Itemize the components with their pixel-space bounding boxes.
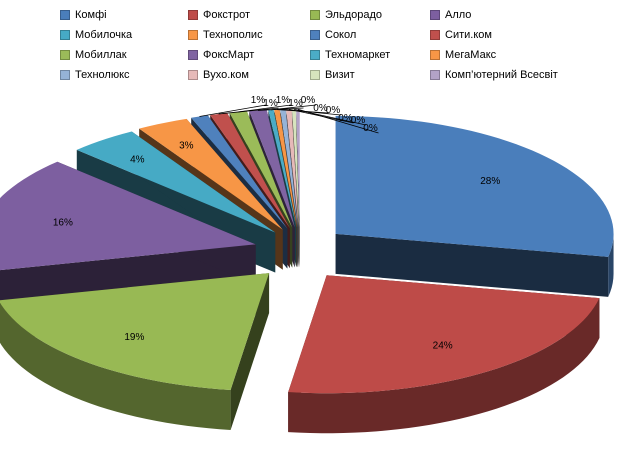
legend-swatch	[310, 10, 320, 21]
data-label: 24%	[433, 340, 453, 351]
leader-line	[218, 107, 279, 115]
legend-label: Техномаркет	[325, 49, 391, 61]
legend-label: Мобилочка	[75, 29, 133, 41]
leader-line	[199, 104, 267, 117]
legend-label: ФоксМарт	[203, 49, 255, 61]
slice-top	[229, 111, 293, 228]
legend-label: Сити.ком	[445, 29, 492, 41]
legend-item: Вухо.ком	[188, 68, 249, 84]
legend-swatch	[310, 70, 320, 81]
legend-item: Мобилочка	[60, 28, 132, 44]
legend-item: Технолюкс	[60, 68, 130, 84]
slice-top	[292, 109, 300, 228]
legend-swatch	[60, 10, 70, 21]
legend-swatch	[60, 70, 70, 81]
slice-top	[76, 131, 276, 233]
legend-label: Алло	[445, 9, 472, 21]
slice-top	[191, 115, 288, 229]
leader-line	[297, 108, 379, 134]
legend-swatch	[188, 50, 198, 61]
pie-slice	[0, 161, 256, 311]
legend-swatch	[310, 50, 320, 61]
legend-swatch	[60, 50, 70, 61]
data-label: 28%	[480, 176, 500, 187]
legend-item: Фокстрот	[188, 8, 250, 24]
legend-label: Комфі	[75, 9, 107, 21]
legend-label: Эльдорадо	[325, 9, 382, 21]
legend-swatch	[188, 10, 198, 21]
slice-top	[288, 275, 600, 394]
legend-item: Техномаркет	[310, 48, 390, 64]
legend-label: Комп’ютерний Всесвіт	[445, 69, 558, 81]
legend-item: Сити.ком	[430, 28, 492, 44]
slice-top	[0, 273, 270, 390]
slice-top	[296, 109, 300, 228]
slice-top	[286, 109, 299, 228]
legend-label: Сокол	[325, 29, 357, 41]
slice-side-wall	[335, 233, 609, 297]
legend-item: Сокол	[310, 28, 356, 44]
legend-swatch	[430, 50, 440, 61]
legend-item: Визит	[310, 68, 355, 84]
data-label: 1%	[251, 95, 266, 106]
legend-label: Вухо.ком	[203, 69, 249, 81]
slice-top	[249, 110, 295, 228]
slice-outer-wall	[608, 233, 614, 297]
legend-item: ФоксМарт	[188, 48, 254, 64]
slice-top	[0, 161, 256, 271]
legend-swatch	[430, 10, 440, 21]
legend-label: Фокстрот	[203, 9, 250, 21]
data-label: 0%	[363, 123, 378, 134]
slice-top	[335, 115, 614, 257]
legend-item: Комфі	[60, 8, 107, 24]
slice-outer-wall	[288, 298, 600, 434]
legend-label: Визит	[325, 69, 355, 81]
slice-side-wall	[0, 244, 256, 311]
legend-label: МегаМакс	[445, 49, 497, 61]
legend-swatch	[60, 30, 70, 41]
legend-swatch	[188, 30, 198, 41]
legend-swatch	[188, 70, 198, 81]
slice-top	[274, 109, 298, 228]
data-label: 0%	[338, 113, 353, 124]
pie-slice	[0, 273, 270, 430]
data-label: 0%	[351, 115, 366, 126]
data-label: 19%	[124, 332, 144, 343]
data-label: 1%	[263, 98, 278, 109]
leader-line	[238, 104, 292, 113]
legend-label: Технолюкс	[75, 69, 130, 81]
slice-outer-wall	[0, 302, 231, 430]
data-label: 16%	[53, 218, 73, 229]
slice-top	[280, 109, 298, 228]
data-label: 3%	[179, 141, 194, 152]
leader-line	[270, 104, 317, 111]
legend-swatch	[430, 30, 440, 41]
data-label: 1%	[276, 95, 291, 106]
slice-top	[210, 113, 290, 229]
legend-item: МегаМакс	[430, 48, 496, 64]
legend-item: Комп’ютерний Всесвіт	[430, 68, 558, 84]
pie-slice	[335, 115, 614, 297]
data-label: 0%	[313, 103, 328, 114]
data-label: 0%	[326, 105, 341, 116]
legend-item: Эльдорадо	[310, 8, 382, 24]
legend-item: Мобиллак	[60, 48, 127, 64]
slice-top	[139, 118, 283, 230]
data-label: 0%	[301, 95, 316, 106]
legend-swatch	[310, 30, 320, 41]
legend-label: Мобиллак	[75, 49, 127, 61]
leader-line	[257, 107, 304, 111]
slice-top	[268, 109, 297, 228]
legend-item: Алло	[430, 8, 471, 24]
data-label: 4%	[130, 154, 145, 165]
legend-label: Технополис	[203, 29, 263, 41]
legend-item: Технополис	[188, 28, 263, 44]
legend-swatch	[430, 70, 440, 81]
pie-slice	[288, 275, 600, 434]
data-label: 1%	[288, 98, 303, 109]
